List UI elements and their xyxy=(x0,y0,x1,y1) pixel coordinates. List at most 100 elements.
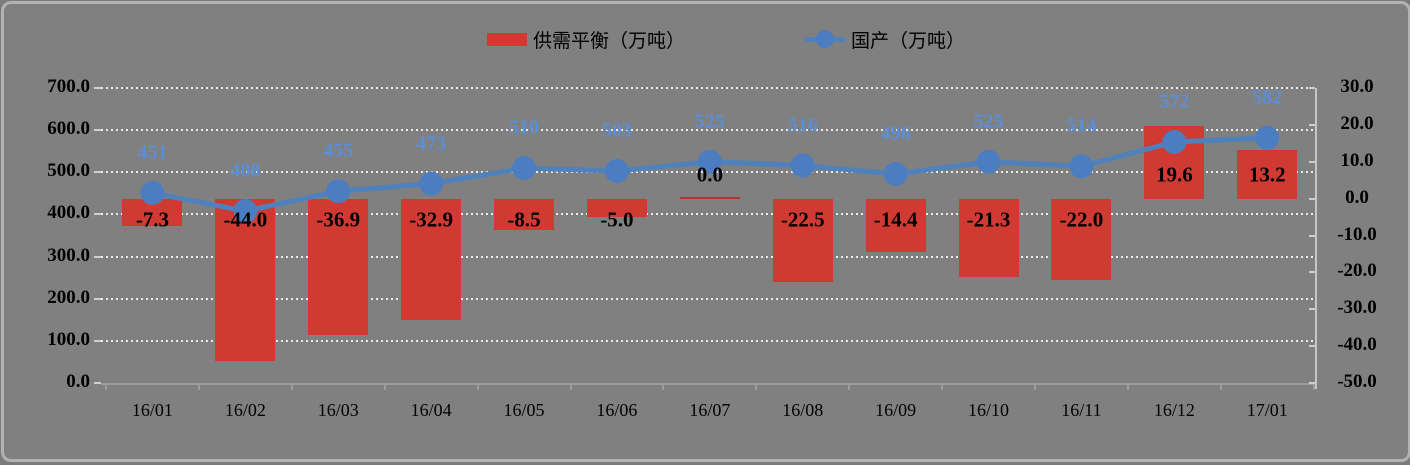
bar-series-legend-swatch xyxy=(487,32,527,46)
bar-data-label: -22.5 xyxy=(780,207,825,232)
x-axis-tick xyxy=(197,383,200,390)
right-axis-tick xyxy=(1309,345,1315,348)
right-axis-tick-label: -30.0 xyxy=(1337,297,1377,319)
x-axis-category-label: 16/01 xyxy=(131,400,173,420)
line-data-label: 525 xyxy=(694,110,725,133)
gridline xyxy=(101,339,1315,342)
line-marker xyxy=(883,161,908,186)
line-data-label: 525 xyxy=(973,110,1004,133)
x-axis-category-label: 16/10 xyxy=(968,400,1010,420)
left-axis-tick xyxy=(94,129,101,132)
x-axis-category-label: 16/04 xyxy=(410,400,452,420)
left-axis-tick-label: 400.0 xyxy=(47,202,90,224)
left-axis-tick-label: 700.0 xyxy=(47,76,90,97)
right-axis-tick xyxy=(1309,123,1315,126)
right-axis-line xyxy=(1315,88,1317,389)
line-data-label: 510 xyxy=(509,116,540,139)
right-axis-tick-label: -40.0 xyxy=(1337,334,1377,356)
bar-data-label: 13.2 xyxy=(1248,162,1286,187)
line-data-label: 451 xyxy=(137,141,168,164)
bar-data-label: -32.9 xyxy=(409,207,454,232)
x-axis-tick xyxy=(848,383,851,390)
x-axis-tick xyxy=(383,383,386,390)
x-axis-category-label: 16/11 xyxy=(1061,400,1102,420)
left-axis-tick-label: 200.0 xyxy=(47,286,90,308)
x-axis-tick xyxy=(1219,383,1222,390)
bar-data-label: -21.3 xyxy=(966,207,1011,232)
gridline xyxy=(101,87,1315,89)
right-axis-tick-label: 20.0 xyxy=(1340,112,1374,134)
x-axis-tick xyxy=(1312,383,1315,390)
line-data-label: 514 xyxy=(1066,114,1097,137)
x-axis-category-label: 17/01 xyxy=(1246,400,1288,420)
legend-item-supply-demand-balance: 供需平衡（万吨） xyxy=(487,26,685,52)
line-data-label: 582 xyxy=(1252,86,1283,109)
bar-data-label: -5.0 xyxy=(600,207,634,232)
right-axis-tick-label: 0.0 xyxy=(1345,186,1369,208)
line-marker xyxy=(419,171,444,196)
bar-data-label: 19.6 xyxy=(1155,162,1193,187)
x-axis-tick xyxy=(1126,383,1129,390)
x-axis-tick xyxy=(662,383,665,390)
x-axis-category-label: 16/05 xyxy=(503,400,545,420)
x-axis-category-label: 16/08 xyxy=(782,400,824,420)
gridline xyxy=(101,255,1315,258)
bar-16-04 xyxy=(401,198,462,320)
right-axis-tick xyxy=(1309,271,1315,274)
bar-data-label: -36.9 xyxy=(316,207,361,232)
right-axis-tick-label: -10.0 xyxy=(1337,223,1377,245)
right-axis-tick xyxy=(1309,87,1315,89)
bar-data-label: -8.5 xyxy=(507,207,541,232)
x-axis-tick xyxy=(941,383,944,390)
right-axis-tick-label: 10.0 xyxy=(1340,149,1374,171)
line-data-label: 455 xyxy=(323,139,354,162)
right-axis-tick xyxy=(1309,234,1315,237)
legend-label-supply-demand-balance: 供需平衡（万吨） xyxy=(533,30,686,52)
x-axis-category-label: 16/03 xyxy=(317,400,359,420)
left-axis-tick-label: 300.0 xyxy=(47,244,90,266)
bar-16-02 xyxy=(215,198,276,361)
left-axis-tick-label: 100.0 xyxy=(47,328,90,350)
x-axis-category-label: 16/07 xyxy=(689,400,731,420)
left-axis-tick xyxy=(94,255,101,258)
gridline xyxy=(101,297,1315,300)
left-axis-tick-label: 0.0 xyxy=(66,371,90,392)
line-data-label: 572 xyxy=(1159,90,1190,113)
left-axis-tick xyxy=(94,297,101,300)
line-data-label: 473 xyxy=(416,132,447,155)
left-axis-tick xyxy=(94,87,101,89)
x-axis-line xyxy=(101,383,1315,385)
left-axis-tick xyxy=(94,382,101,384)
bar-16-03 xyxy=(308,198,369,335)
x-axis-tick xyxy=(1034,383,1036,390)
bar-data-label: -14.4 xyxy=(873,207,918,232)
x-axis-tick xyxy=(569,383,572,390)
line-data-label: 496 xyxy=(880,122,911,145)
legend-label-domestic-production: 国产（万吨） xyxy=(851,30,966,52)
line-marker xyxy=(976,149,1001,174)
left-axis-tick xyxy=(94,339,101,342)
line-series-legend-swatch xyxy=(805,30,845,48)
x-axis-tick xyxy=(476,383,479,390)
right-axis-tick xyxy=(1309,160,1315,163)
x-axis-category-label: 16/09 xyxy=(875,400,917,420)
right-axis-tick-label: 30.0 xyxy=(1340,76,1374,97)
right-axis-tick-label: -50.0 xyxy=(1337,371,1377,392)
gridline xyxy=(101,213,1315,216)
line-data-label: 503 xyxy=(601,119,632,142)
left-axis-tick-label: 500.0 xyxy=(47,160,90,182)
bar-data-label: -44.0 xyxy=(223,207,268,232)
left-axis-tick-label: 600.0 xyxy=(47,118,90,140)
bar-zero-line xyxy=(679,196,740,200)
x-axis-tick xyxy=(290,383,293,390)
right-axis-tick-label: -20.0 xyxy=(1337,260,1377,282)
line-data-label: 516 xyxy=(787,114,818,137)
bar-data-label: -22.0 xyxy=(1059,207,1104,232)
right-axis-tick xyxy=(1309,382,1315,384)
line-marker xyxy=(1069,154,1094,179)
x-axis-tick xyxy=(105,383,107,390)
bar-data-label: -7.3 xyxy=(135,207,170,232)
x-axis-category-label: 16/02 xyxy=(224,400,266,420)
line-legend-marker-icon xyxy=(816,30,834,48)
